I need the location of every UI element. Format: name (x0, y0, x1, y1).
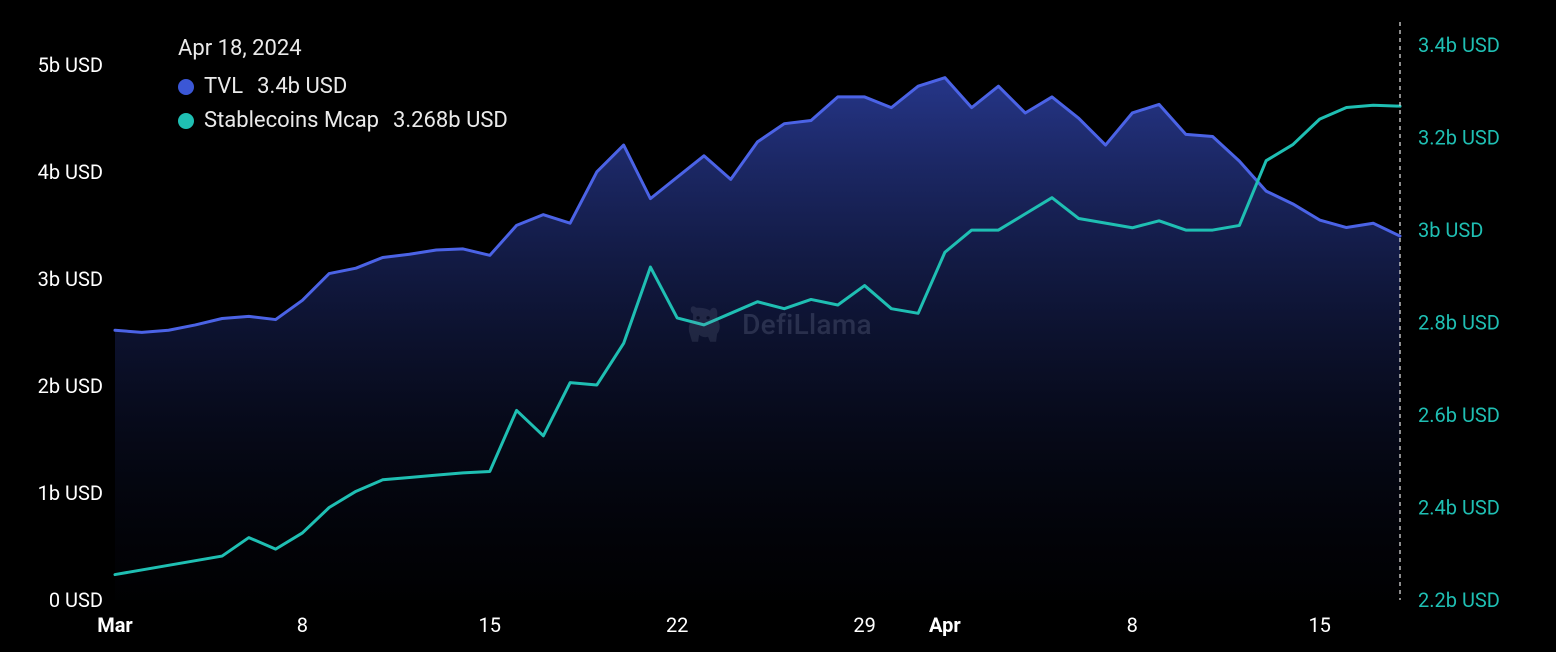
svg-text:2b USD: 2b USD (38, 374, 103, 398)
svg-text:0 USD: 0 USD (49, 588, 103, 612)
svg-text:Mar: Mar (97, 613, 133, 637)
svg-text:3b USD: 3b USD (1418, 218, 1483, 242)
chart-svg: 0 USD 1b USD 2b USD 3b USD 4b USD 5b USD 2.2b … (0, 0, 1556, 652)
svg-text:3b USD: 3b USD (38, 267, 103, 291)
svg-text:2.2b USD: 2.2b USD (1418, 588, 1500, 612)
svg-text:3.4b USD: 3.4b USD (1418, 33, 1500, 57)
svg-text:5b USD: 5b USD (38, 53, 103, 77)
svg-text:Apr: Apr (929, 613, 961, 637)
svg-text:3.2b USD: 3.2b USD (1418, 126, 1500, 150)
svg-text:22: 22 (666, 613, 688, 637)
svg-text:15: 15 (479, 613, 501, 637)
svg-text:8: 8 (297, 613, 308, 637)
svg-text:4b USD: 4b USD (38, 160, 103, 184)
svg-text:15: 15 (1308, 613, 1330, 637)
svg-text:29: 29 (853, 613, 875, 637)
chart-container[interactable]: 0 USD 1b USD 2b USD 3b USD 4b USD 5b USD 2.2b … (0, 0, 1556, 652)
svg-text:2.4b USD: 2.4b USD (1418, 496, 1500, 520)
svg-text:8: 8 (1127, 613, 1138, 637)
svg-text:1b USD: 1b USD (38, 481, 103, 505)
svg-text:2.8b USD: 2.8b USD (1418, 311, 1500, 335)
svg-text:2.6b USD: 2.6b USD (1418, 403, 1500, 427)
